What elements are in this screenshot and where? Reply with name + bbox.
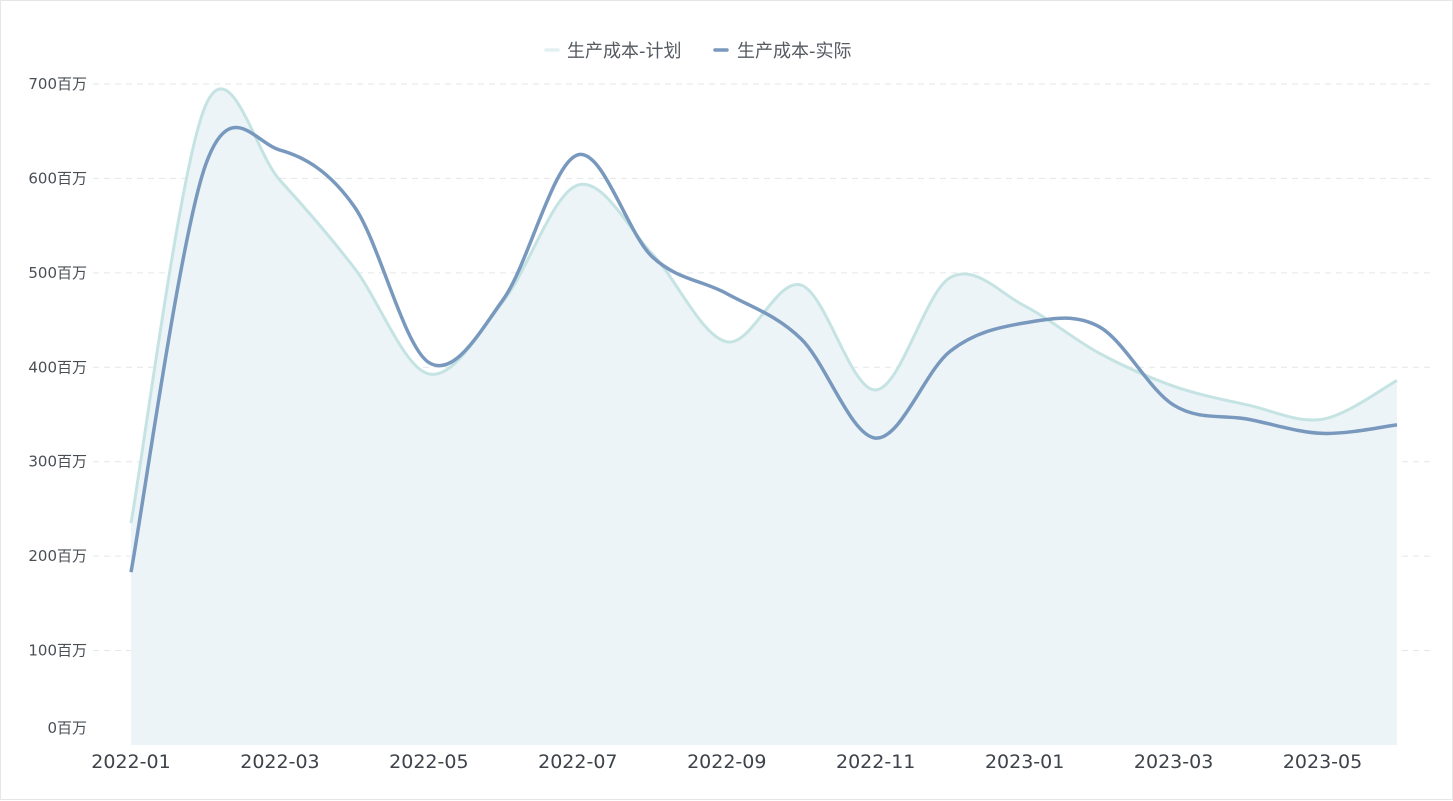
legend-item[interactable]: 生产成本-计划: [544, 41, 682, 62]
x-tick-label: 2022-09: [687, 751, 766, 773]
y-tick-label: 700百万: [28, 75, 87, 93]
plan-area-layer: [131, 88, 1397, 746]
x-tick-label: 2022-05: [389, 751, 468, 773]
x-tick-label: 2023-01: [985, 751, 1064, 773]
y-tick-label: 400百万: [28, 358, 87, 376]
x-tick-label: 2022-11: [836, 751, 915, 773]
series-lines: [129, 87, 1398, 573]
y-tick-label: 100百万: [28, 642, 87, 660]
x-tick-label: 2023-03: [1134, 751, 1213, 773]
y-tick-label: 600百万: [28, 169, 87, 187]
y-tick-label: 0百万: [47, 719, 87, 737]
legend-item[interactable]: 生产成本-实际: [713, 41, 852, 62]
x-tick-label: 2023-05: [1283, 751, 1362, 773]
x-axis: 2022-01 2022-03 2022-05 2022-07 2022-09 2022-…: [91, 751, 1362, 773]
legend-label: 生产成本-实际: [737, 41, 852, 62]
legend-label: 生产成本-计划: [567, 41, 682, 62]
y-tick-label: 300百万: [28, 453, 87, 471]
plan-area-fill: [131, 88, 1397, 746]
legend[interactable]: 生产成本-计划 生产成本-实际: [544, 41, 852, 62]
x-tick-label: 2022-03: [240, 751, 319, 773]
y-axis: 0百万 100百万 200百万 300百万 400百万 500百万 600百万 700百万: [28, 75, 87, 737]
x-tick-label: 2022-01: [91, 751, 170, 773]
actual-series-line[interactable]: [129, 125, 1398, 573]
y-tick-label: 500百万: [28, 264, 87, 282]
y-tick-label: 200百万: [28, 547, 87, 565]
x-tick-label: 2022-07: [538, 751, 617, 773]
